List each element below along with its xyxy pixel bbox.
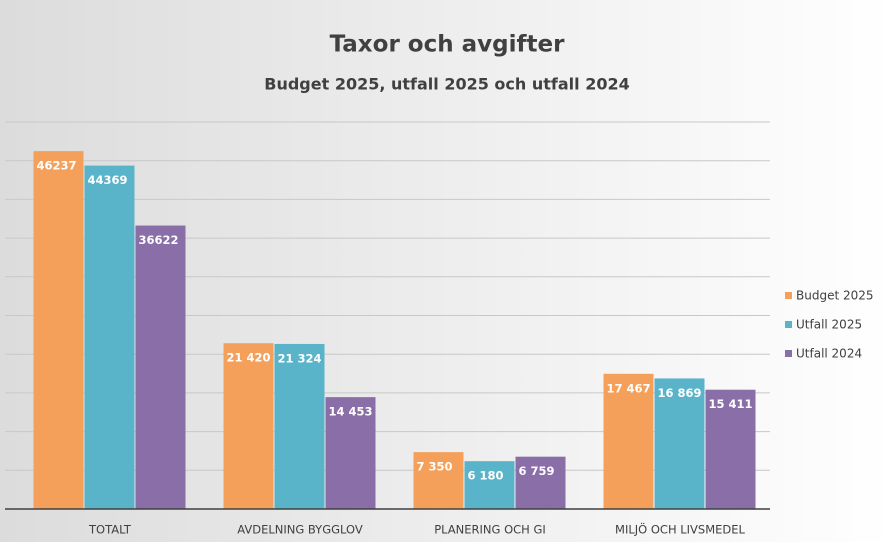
bar bbox=[33, 151, 84, 510]
x-tick-label: MILJÖ OCH LIVSMEDEL bbox=[615, 521, 745, 537]
legend-label: Utfall 2025 bbox=[796, 318, 862, 332]
data-label: 36622 bbox=[139, 233, 179, 247]
legend-swatch bbox=[785, 350, 792, 357]
data-label: 14 453 bbox=[329, 405, 373, 419]
data-label: 6 759 bbox=[519, 464, 555, 478]
data-label: 46237 bbox=[37, 159, 77, 173]
x-tick-label: TOTALT bbox=[88, 523, 132, 537]
bar bbox=[84, 165, 135, 510]
chart-title: Taxor och avgifter bbox=[330, 32, 566, 58]
legend-swatch bbox=[785, 292, 792, 299]
data-label: 7 350 bbox=[417, 460, 453, 474]
bar bbox=[135, 225, 186, 509]
legend-swatch bbox=[785, 321, 792, 328]
bar bbox=[515, 456, 566, 509]
x-tick-label: AVDELNING BYGGLOV bbox=[237, 523, 363, 537]
bar bbox=[705, 389, 756, 509]
chart-subtitle: Budget 2025, utfall 2025 och utfall 2024 bbox=[264, 75, 629, 94]
data-label: 16 869 bbox=[658, 386, 702, 400]
legend-label: Utfall 2024 bbox=[796, 347, 862, 361]
x-tick-label: PLANERING OCH GI bbox=[434, 523, 546, 537]
bar bbox=[274, 343, 325, 509]
data-label: 17 467 bbox=[607, 381, 651, 395]
bar bbox=[413, 452, 464, 509]
data-label: 6 180 bbox=[468, 469, 504, 483]
data-label: 21 324 bbox=[278, 351, 322, 365]
bar bbox=[325, 397, 376, 509]
bar bbox=[603, 373, 654, 509]
bar bbox=[464, 461, 515, 509]
data-label: 21 420 bbox=[227, 351, 271, 365]
bar bbox=[654, 378, 705, 509]
data-label: 15 411 bbox=[709, 397, 753, 411]
bar bbox=[223, 343, 274, 509]
legend-label: Budget 2025 bbox=[796, 289, 874, 303]
data-label: 44369 bbox=[88, 173, 128, 187]
